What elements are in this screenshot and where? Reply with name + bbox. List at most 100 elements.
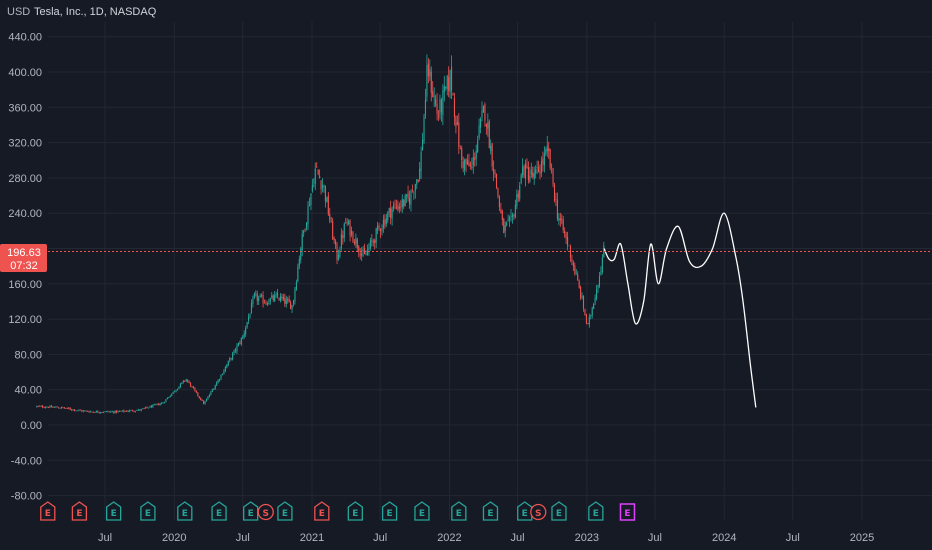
candle [474,152,476,167]
candle [60,406,63,409]
candle [342,230,344,245]
earnings-badge[interactable]: E [347,501,363,521]
candle [55,406,57,408]
candle [120,410,122,412]
candle [456,115,458,126]
candle [385,213,387,228]
candle [275,291,277,298]
symbol-title[interactable]: Tesla, Inc., 1D, NASDAQ [34,6,157,18]
candle [256,290,258,305]
x-tick-label: Jul [236,532,250,544]
candle [304,228,306,232]
y-tick-label: 0.00 [21,420,42,432]
earnings-badge[interactable]: E [177,501,193,521]
candle [71,408,73,411]
candle [437,110,440,121]
candle [281,293,283,301]
candle [159,402,161,406]
candle [169,395,171,398]
candle [284,293,286,307]
candle [469,161,471,170]
candle [236,343,238,355]
candle [288,295,290,303]
earnings-badge[interactable]: E [619,503,636,521]
candle [436,93,438,121]
candle [250,299,253,314]
candle [582,295,585,312]
candle [113,411,115,414]
candle [174,390,176,393]
candle [198,395,200,399]
earnings-badge[interactable]: E [551,501,567,521]
candle [74,409,76,412]
candle [590,314,592,320]
candle [181,382,183,385]
candle [350,226,353,238]
candle [572,260,574,271]
candle [137,408,139,411]
candle [398,202,400,214]
candle [168,396,170,399]
candle [424,88,427,119]
candle [394,199,396,210]
candle [294,286,296,305]
svg-text:E: E [111,509,117,519]
y-tick-label: 360.00 [8,102,42,114]
earnings-badge[interactable]: E [451,501,467,521]
candle [79,409,81,411]
split-badge[interactable]: S [530,503,547,521]
candle [387,211,389,224]
x-axis[interactable]: Jul 2020 Jul 2021 Jul 2022 Jul 2023 Jul 2024 Jul 20… [98,532,874,544]
candle [143,407,145,409]
earnings-badge[interactable]: E [106,501,122,521]
earnings-badge[interactable]: E [211,501,227,521]
candle [126,409,128,412]
candle [298,255,300,270]
svg-text:E: E [522,509,528,519]
x-tick-label: Jul [786,532,800,544]
candle [327,191,329,216]
earnings-badge[interactable]: E [71,501,88,521]
candle [420,146,422,180]
x-tick-label: 2020 [162,532,186,544]
candle [598,272,601,288]
candle [345,217,347,224]
candle [266,301,268,307]
candle [277,288,279,299]
candle [239,340,241,345]
candle [269,297,271,305]
candle [465,158,467,173]
candle [245,325,247,337]
earnings-badge[interactable]: E [277,501,293,521]
candle [140,408,142,412]
earnings-badge[interactable]: E [414,501,430,521]
split-badge[interactable]: S [257,503,274,521]
earnings-badge[interactable]: E [588,501,604,521]
candle [185,378,187,383]
earnings-badge[interactable]: E [243,501,259,521]
candle-series[interactable] [36,54,605,414]
candle [103,411,105,414]
candle [194,387,196,392]
candle [426,54,428,102]
earnings-badge[interactable]: E [40,501,56,521]
candle [230,357,232,361]
candle [233,349,235,356]
earnings-badge[interactable]: E [140,501,156,521]
candle [549,148,551,171]
svg-text:E: E [319,509,325,519]
candle [208,393,210,398]
candle [124,410,126,412]
earnings-badge[interactable]: E [482,501,499,521]
svg-text:E: E [456,509,462,519]
earnings-badge[interactable]: E [314,501,330,521]
earnings-badge[interactable]: E [381,501,398,521]
candle [461,145,463,169]
candle [536,160,538,175]
y-axis[interactable]: 440.00400.00360.00320.00280.00240.00200.… [8,32,42,503]
candle [568,245,570,247]
candle [132,409,134,412]
